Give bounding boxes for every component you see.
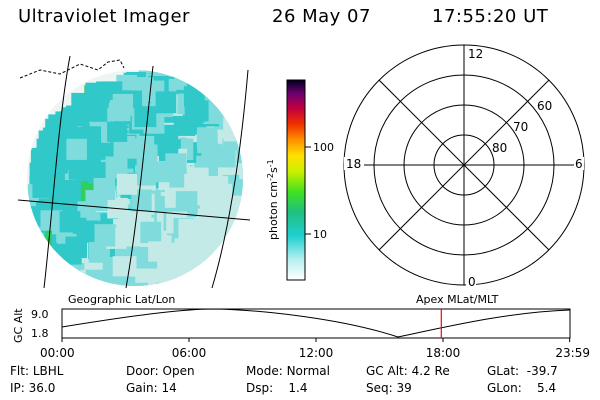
mlat-label-70: 70 [513,120,528,134]
glon-info: GLon: 5.4 [487,381,556,395]
ip-info: IP: 36.0 [10,381,55,395]
x-tick-label: 06:00 [172,346,207,360]
ip-value: 36.0 [28,381,56,395]
color-scale-gradient [286,79,306,281]
ip-label: IP: [10,381,25,395]
dsp-info: Dsp: 1.4 [246,381,308,395]
mode-info: Mode: Normal [246,364,330,378]
x-tick-label: 00:00 [40,346,75,360]
gcalt-label: GC Alt: [366,364,408,378]
mlat-label-60: 60 [537,99,552,113]
mlt-label-18: 18 [346,157,361,171]
gain-info: Gain: 14 [126,381,177,395]
gcalt-value: 4.2 Re [411,364,450,378]
glon-label: GLon: [487,381,522,395]
seq-info: Seq: 39 [366,381,412,395]
color-scale-bar: 100 10 photon cm-2s-1 [266,79,334,281]
gcalt-info: GC Alt: 4.2 Re [366,364,450,378]
mlat-mlt-polar-grid [343,44,585,286]
mode-value: Normal [286,364,330,378]
color-tick-label: 100 [313,141,334,154]
meridian-line [125,65,154,289]
gc-altitude-curve [61,308,571,338]
color-tick-label: 10 [313,228,327,241]
timeline-right-label: Apex MLat/MLT [416,293,499,306]
auroral-emission-pixels [27,70,243,286]
geographic-grid [17,55,251,289]
y-tick-label: 1.8 [31,327,49,340]
altitude-timeline: Geographic Lat/Lon Apex MLat/MLT GC Alt … [12,293,590,360]
uv-earth-image [17,55,251,289]
mlt-label-0: 0 [468,275,476,289]
glat-info: GLat: -39.7 [487,364,558,378]
mlt-label-12: 12 [468,47,483,61]
gain-label: Gain: [126,381,158,395]
meridian-line [211,69,249,289]
dsp-value: 1.4 [288,381,308,395]
timeline-x-ticks: 00:00 06:00 12:00 18:00 23:59 [40,338,590,360]
image-date: 26 May 07 [272,6,371,27]
timeline-left-label: Geographic Lat/Lon [68,293,175,306]
filter-info: Flt: LBHL [10,364,63,378]
dsp-label: Dsp: [246,381,274,395]
x-tick-label: 18:00 [426,346,461,360]
filter-value: LBHL [32,364,64,378]
door-label: Door: [126,364,159,378]
meridian-line [43,55,71,289]
polar-spoke [378,79,550,251]
gain-value: 14 [161,381,177,395]
seq-label: Seq: [366,381,393,395]
parallel-line [17,199,251,221]
mlat-label-80: 80 [492,141,507,155]
glat-value: -39.7 [526,364,558,378]
glat-label: GLat: [487,364,520,378]
mlt-label-6: 6 [575,157,583,171]
y-tick-label: 9.0 [31,308,49,321]
timeline-frame [61,308,571,339]
x-tick-label: 23:59 [555,346,590,360]
glon-value: 5.4 [537,381,557,395]
door-info: Door: Open [126,364,195,378]
filter-label: Flt: [10,364,29,378]
image-time: 17:55:20 UT [432,6,549,27]
color-scale-unit: photon cm-2s-1 [266,159,280,240]
seq-value: 39 [396,381,412,395]
mode-label: Mode: [246,364,283,378]
timeline-axis-title: GC Alt [12,308,25,343]
x-tick-label: 12:00 [299,346,334,360]
polar-labels: 12 18 6 0 60 70 80 [344,47,584,289]
instrument-title: Ultraviolet Imager [18,6,190,27]
coastline-outline [19,59,125,79]
door-value: Open [162,364,195,378]
